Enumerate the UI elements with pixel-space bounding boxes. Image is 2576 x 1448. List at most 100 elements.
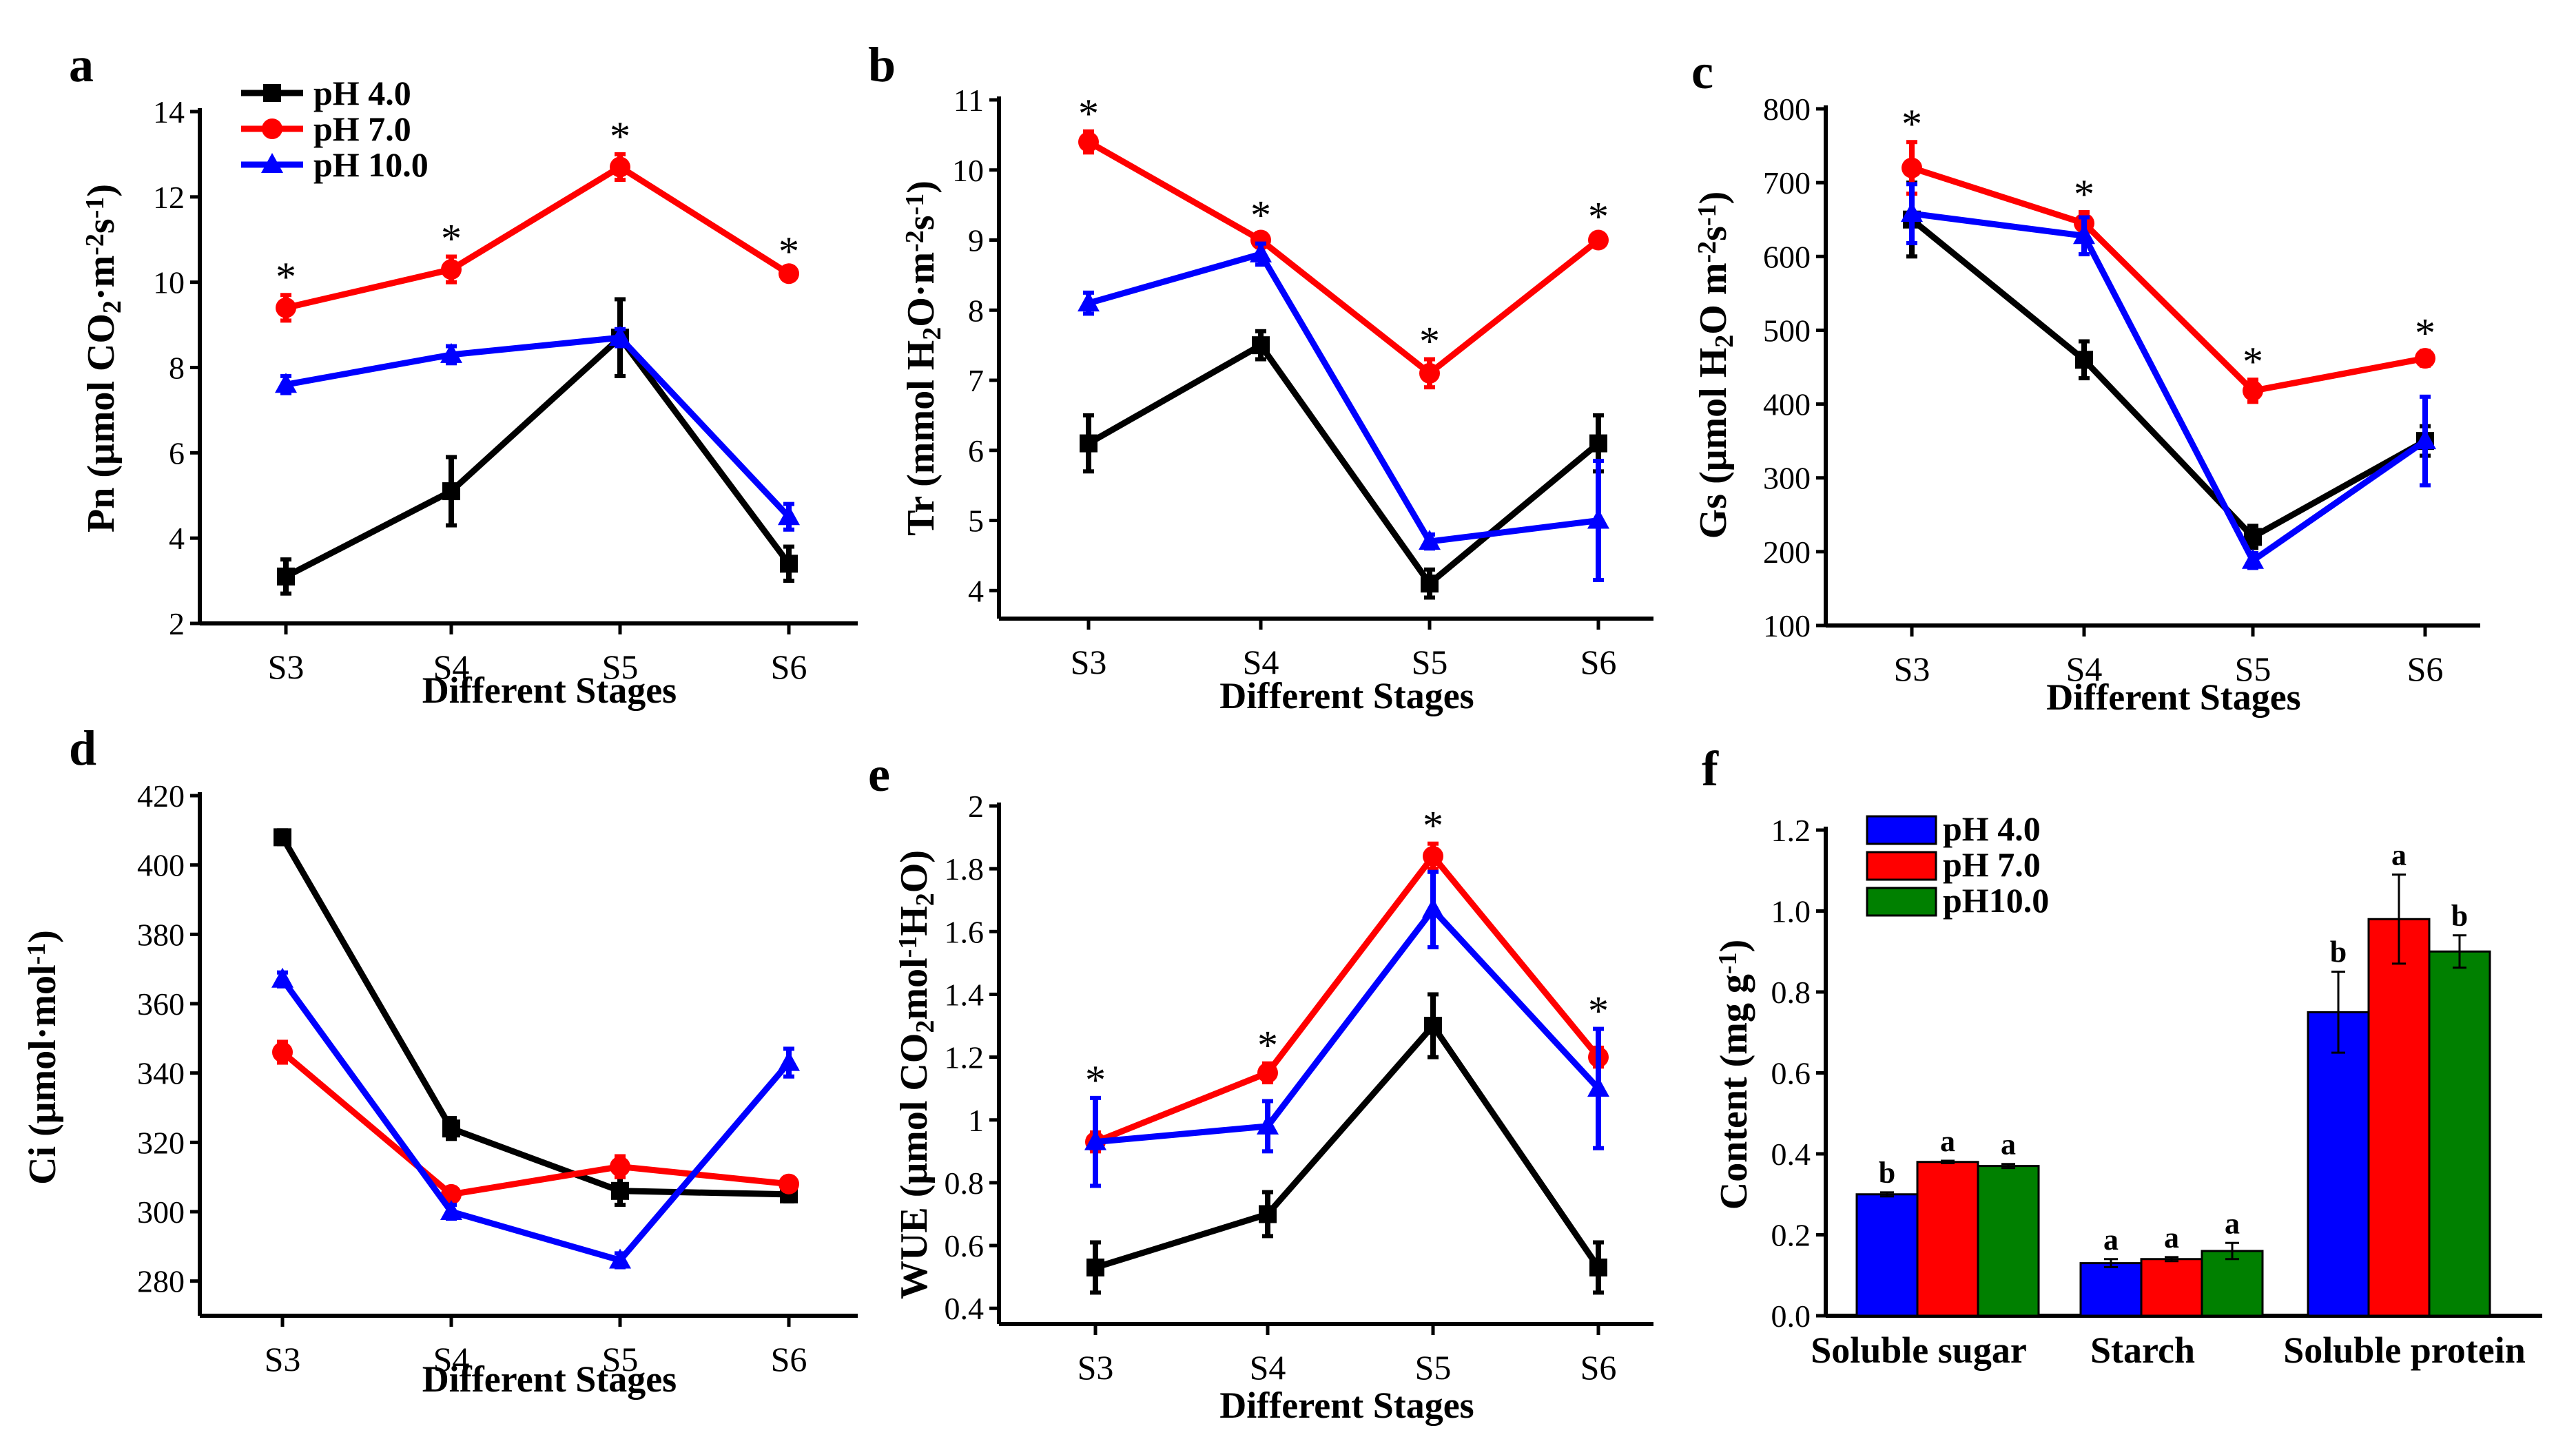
y-axis-title-part: ) xyxy=(1692,192,1735,205)
y-tick-label: 1.0 xyxy=(1771,894,1811,929)
y-tick-label: 0.8 xyxy=(1771,975,1811,1010)
y-tick-label: 0.0 xyxy=(1771,1299,1811,1334)
y-axis-title-part: ·m xyxy=(80,256,123,300)
y-tick-label: 700 xyxy=(1763,165,1811,200)
data-point xyxy=(778,1051,800,1071)
panel-letter: e xyxy=(868,747,890,802)
series-ph10.0 xyxy=(1901,182,2436,570)
data-point xyxy=(271,967,293,988)
data-point xyxy=(779,263,799,285)
y-tick-label: 600 xyxy=(1763,239,1811,274)
y-axis-title: Content (mg g-1) xyxy=(1713,940,1755,1210)
data-point xyxy=(1424,1017,1442,1035)
significance-star: * xyxy=(1588,989,1609,1034)
y-axis-title-part: -2 xyxy=(81,234,110,256)
series-ph10.0 xyxy=(1078,241,1609,583)
y-tick-label: 6 xyxy=(169,435,185,470)
data-point xyxy=(440,1200,462,1220)
legend-label: pH 4.0 xyxy=(1943,809,2041,848)
bar xyxy=(1855,1193,1919,1317)
y-tick-label: 5 xyxy=(968,504,984,539)
significance-star: * xyxy=(276,254,296,300)
y-tick-label: 100 xyxy=(1763,608,1811,643)
y-tick-label: 14 xyxy=(153,94,185,130)
significance-star: * xyxy=(1257,1023,1278,1068)
data-point xyxy=(1259,1205,1277,1223)
data-point xyxy=(1421,575,1439,593)
y-axis-title: Ci (μmol·mol-1) xyxy=(21,930,64,1185)
data-point xyxy=(1588,229,1609,251)
y-axis-title: Pn (μmol CO2·m-2s-1) xyxy=(80,184,127,532)
significance-star: * xyxy=(1423,803,1443,849)
significance-star: * xyxy=(1078,91,1099,136)
significance-letter: b xyxy=(2451,899,2468,933)
significance-letter: a xyxy=(2001,1128,2016,1161)
x-tick-label: S5 xyxy=(602,648,639,686)
x-tick-label: S4 xyxy=(2066,650,2103,688)
x-tick-label: S4 xyxy=(433,648,470,686)
y-axis-title-part: O·m xyxy=(900,252,942,327)
data-point xyxy=(1901,202,1923,223)
y-axis-title-part: mol xyxy=(893,958,936,1020)
data-point xyxy=(780,555,798,573)
data-point xyxy=(1252,336,1270,355)
panel-f: f 0.0 0.2 0.4 0.6 0.8 1.0 1.2 Content (mg g-1) So… xyxy=(1702,741,2542,1371)
data-point xyxy=(275,373,297,393)
series-line xyxy=(1910,165,2426,394)
series-ph7.0 xyxy=(1085,841,1609,1154)
series-ph4.0 xyxy=(1080,329,1607,600)
y-tick-label: 6 xyxy=(968,433,984,468)
y-tick-label: 1.2 xyxy=(945,1040,985,1075)
significance-letter: a xyxy=(2391,838,2407,872)
significance-star: * xyxy=(1902,101,1922,147)
y-axis-title-part: -1 xyxy=(81,197,110,219)
data-point xyxy=(1250,242,1272,262)
y-tick-label: 4 xyxy=(968,573,984,608)
data-point xyxy=(442,1119,460,1138)
data-point xyxy=(276,297,296,318)
legend-label: pH10.0 xyxy=(1943,881,2049,920)
bar xyxy=(2307,1011,2370,1317)
significance-letter: b xyxy=(1879,1156,1895,1190)
y-axis-title-part: s xyxy=(80,218,123,234)
y-axis-title-part: H xyxy=(893,906,936,936)
y-tick-label: 420 xyxy=(137,778,185,814)
data-point xyxy=(1078,132,1099,153)
series-ph10.0 xyxy=(271,967,800,1270)
series-line xyxy=(1086,342,1600,587)
data-point xyxy=(1080,434,1098,453)
y-tick-label: 0.6 xyxy=(945,1228,985,1263)
y-tick-label: 400 xyxy=(1763,387,1811,422)
y-axis-title-part: Pn (μmol CO xyxy=(80,313,123,532)
y-axis-title: Gs (μmol H2O m-2s-1) xyxy=(1692,192,1739,539)
x-tick-label: S4 xyxy=(433,1340,470,1378)
series-line xyxy=(1911,210,2427,564)
legend-label: pH 7.0 xyxy=(1943,845,2041,884)
y-tick-label: 11 xyxy=(954,83,984,118)
panel-b: b 4 5 6 7 8 9 10 11 S3 S4 S5 S6 Different Stages Tr (m… xyxy=(868,37,1653,716)
series-line xyxy=(280,1050,790,1198)
y-tick-label: 7 xyxy=(968,363,984,398)
bar xyxy=(1977,1165,2040,1317)
y-axis-title-part: s xyxy=(900,215,942,230)
significance-letter: a xyxy=(2225,1206,2240,1240)
x-axis-title: Different Stages xyxy=(1219,1385,1474,1426)
x-tick-label: Soluble protein xyxy=(2283,1330,2526,1371)
y-tick-label: 1.8 xyxy=(945,851,985,887)
legend-label: pH 7.0 xyxy=(313,110,411,148)
panel-d: d 280 300 320 340 360 380 400 420 S3 S4 S5 S6 Differe… xyxy=(21,721,858,1400)
y-axis-title-part: -1 xyxy=(22,943,51,965)
y-axis-title-part: -1 xyxy=(1693,204,1722,226)
x-tick-label: S6 xyxy=(2407,650,2444,688)
data-point xyxy=(1589,1258,1607,1276)
x-tick-label: S3 xyxy=(1078,1348,1114,1387)
y-tick-label: 360 xyxy=(137,986,185,1022)
data-point xyxy=(1587,508,1609,529)
significance-star: * xyxy=(1419,319,1440,364)
y-axis-title-part: Tr (mmol H xyxy=(900,340,942,536)
y-axis-title-part: Gs (μmol H xyxy=(1692,348,1735,539)
significance-star: * xyxy=(610,114,630,159)
data-point xyxy=(610,156,630,178)
significance-star: * xyxy=(1250,192,1271,238)
